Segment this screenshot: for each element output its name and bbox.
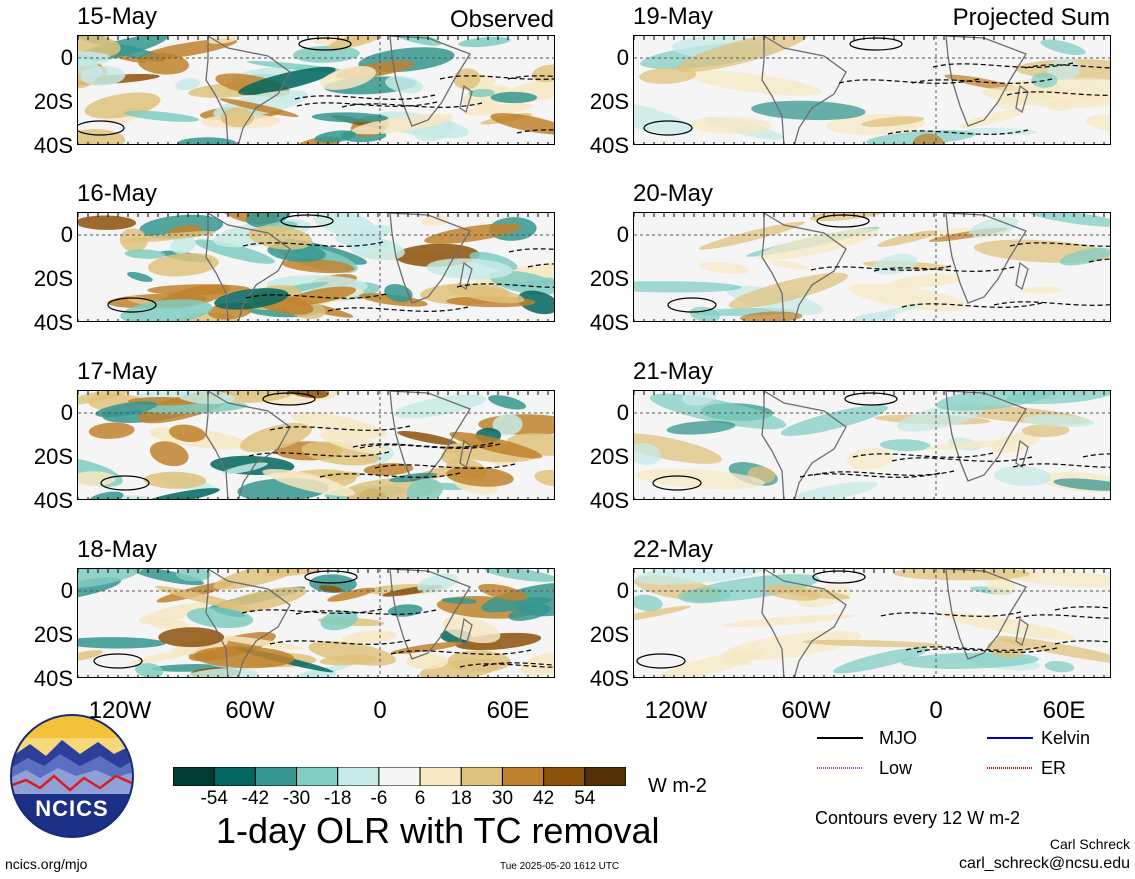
colorbar-label: 6	[414, 788, 426, 809]
panel-date: 22-May	[633, 536, 714, 563]
colorbar-label: -54	[200, 788, 228, 809]
y-tick-label: 40S	[589, 133, 629, 158]
panel-date: 17-May	[77, 358, 158, 385]
y-tick-label: 40S	[33, 488, 73, 513]
x-tick-label: 120W	[644, 697, 708, 724]
panel-right-0: 19-May	[633, 3, 1111, 145]
y-tick-label: 0	[616, 578, 629, 603]
author-name: Carl Schreck	[1049, 836, 1130, 852]
y-tick-label: 40S	[33, 666, 73, 691]
contour-note: Contours every 12 W m-2	[815, 808, 1021, 828]
x-tick-label: 60E	[1042, 697, 1086, 724]
olr-map	[633, 35, 1111, 145]
panel-right-2: 21-May	[633, 358, 1111, 500]
panel-left-2: 17-May	[77, 358, 555, 500]
observed-label: Observed	[449, 6, 554, 33]
colorbar-swatch	[460, 766, 503, 787]
colorbar-unit: W m-2	[648, 775, 707, 797]
olr-map	[633, 212, 1111, 322]
y-tick-label: 20S	[33, 89, 73, 114]
x-tick-label: 0	[373, 697, 387, 724]
y-tick-label: 20S	[33, 622, 73, 647]
colorbar-label: -18	[323, 788, 352, 809]
panel-right-1: 20-May	[633, 180, 1111, 322]
y-tick-label: 0	[616, 400, 629, 425]
colorbar-swatch	[337, 766, 380, 787]
olr-map	[633, 568, 1111, 678]
panel-left-0: 15-May	[77, 3, 555, 145]
olr-map	[77, 35, 555, 145]
panel-right-3: 22-May	[633, 536, 1111, 678]
site-link[interactable]: ncics.org/mjo	[5, 856, 88, 872]
figure-title: 1-day OLR with TC removal	[216, 810, 660, 851]
y-tick-label: 20S	[589, 266, 629, 291]
y-tick-label: 20S	[33, 266, 73, 291]
colorbar-swatch	[584, 766, 627, 787]
colorbar-swatch	[419, 766, 462, 787]
y-tick-label: 0	[616, 222, 629, 247]
panel-left-3: 18-May	[77, 536, 555, 678]
author-email: carl_schreck@ncsu.edu	[959, 855, 1130, 872]
y-tick-label: 0	[616, 45, 629, 70]
projected-label: Projected Sum	[952, 4, 1110, 31]
x-tick-label: 60E	[486, 697, 530, 724]
x-tick-label: 120W	[88, 697, 152, 724]
y-tick-label: 0	[60, 45, 73, 70]
x-tick-label: 60W	[781, 697, 831, 724]
panel-date: 20-May	[633, 180, 714, 207]
olr-map	[77, 212, 555, 322]
ncics-logo: NCICS	[10, 714, 134, 838]
olr-map	[77, 390, 555, 500]
x-tick-label: 60W	[225, 697, 275, 724]
y-tick-label: 40S	[589, 310, 629, 335]
timestamp: Tue 2025-05-20 1612 UTC	[500, 861, 620, 872]
y-tick-label: 20S	[589, 89, 629, 114]
colorbar-swatch	[213, 766, 256, 787]
y-tick-label: 40S	[589, 488, 629, 513]
colorbar-label: 18	[450, 788, 472, 809]
x-tick-label: 0	[929, 697, 943, 724]
colorbar-label: 30	[491, 788, 514, 809]
colorbar	[172, 766, 627, 787]
y-tick-label: 0	[60, 578, 73, 603]
y-tick-label: 20S	[589, 444, 629, 469]
y-tick-label: 20S	[589, 622, 629, 647]
legend: MJO Kelvin Low ER	[817, 728, 1091, 778]
logo-text: NCICS	[35, 796, 109, 821]
panel-date: 18-May	[77, 536, 158, 563]
y-tick-label: 40S	[33, 133, 73, 158]
y-tick-label: 40S	[33, 310, 73, 335]
colorbar-label: -42	[241, 788, 270, 809]
panel-date: 16-May	[77, 180, 158, 207]
y-tick-label: 20S	[33, 444, 73, 469]
panel-left-1: 16-May	[77, 180, 555, 322]
y-tick-label: 0	[60, 400, 73, 425]
panel-date: 19-May	[633, 3, 714, 30]
colorbar-swatch	[543, 766, 586, 787]
y-tick-label: 40S	[589, 666, 629, 691]
panel-date: 21-May	[633, 358, 714, 385]
colorbar-swatch	[172, 766, 215, 787]
colorbar-label: -6	[370, 788, 388, 809]
colorbar-swatch	[254, 766, 298, 787]
olr-map	[77, 568, 555, 678]
colorbar-label: -30	[282, 788, 311, 809]
colorbar-swatch	[501, 766, 545, 787]
colorbar-label: 54	[574, 788, 596, 809]
y-tick-label: 0	[60, 222, 73, 247]
colorbar-swatch	[378, 766, 421, 787]
colorbar-label: 42	[533, 788, 555, 809]
panel-date: 15-May	[77, 3, 158, 30]
olr-map	[633, 390, 1111, 500]
colorbar-swatch	[296, 766, 339, 787]
